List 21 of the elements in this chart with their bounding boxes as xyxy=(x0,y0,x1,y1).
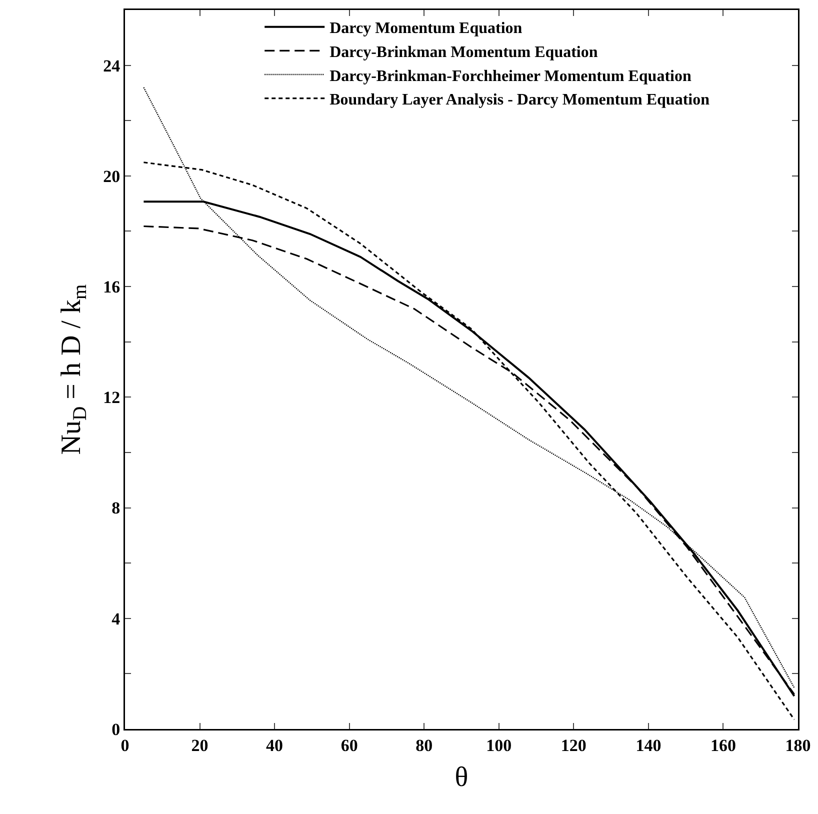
legend-label: Darcy Momentum Equation xyxy=(330,20,522,38)
y-tick-label: 4 xyxy=(112,609,121,628)
x-axis-title: θ xyxy=(454,762,468,793)
x-tick-label: 20 xyxy=(191,736,208,755)
x-tick-label: 140 xyxy=(636,736,662,755)
y-tick-label: 20 xyxy=(103,166,120,186)
x-tick-label: 60 xyxy=(340,736,358,755)
legend-label: Darcy-Brinkman Momentum Equation xyxy=(330,44,598,61)
y-tick-label: 24 xyxy=(103,56,121,76)
legend-label: Darcy-Brinkman-Forchheimer Momentum Equation xyxy=(330,68,692,85)
x-tick-label: 100 xyxy=(486,736,512,755)
x-tick-label: 80 xyxy=(416,736,433,755)
legend-label: Boundary Layer Analysis - Darcy Momentum Equation xyxy=(330,92,710,109)
y-tick-label: 0 xyxy=(112,720,120,739)
y-tick-label: 8 xyxy=(112,498,120,518)
x-tick-label: 160 xyxy=(710,736,736,755)
x-tick-label: 40 xyxy=(266,736,284,755)
y-tick-label: 16 xyxy=(103,277,120,296)
x-tick-label: 120 xyxy=(560,736,586,755)
x-tick-label: 180 xyxy=(785,736,811,755)
y-tick-label: 12 xyxy=(103,388,120,408)
